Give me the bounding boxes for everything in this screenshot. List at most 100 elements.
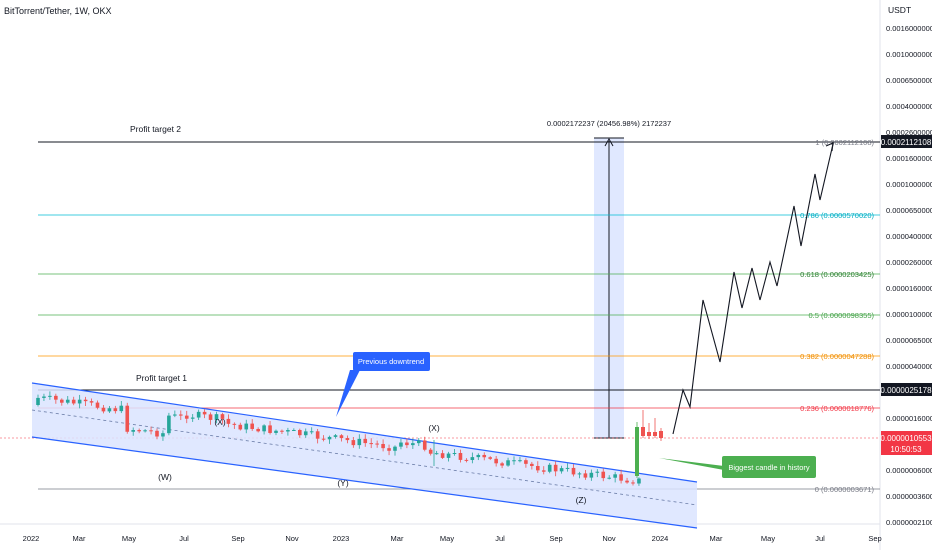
candle-body <box>280 430 284 432</box>
candle-body <box>577 473 582 475</box>
x-tick-label: Nov <box>285 534 299 543</box>
candle-body <box>613 474 617 478</box>
candle-body <box>659 431 663 438</box>
candle-body <box>583 473 588 478</box>
fib-label-0236: 0.236 (0.0000018776) <box>800 404 874 413</box>
candle-body <box>238 424 243 430</box>
projection-path <box>672 143 834 435</box>
candle-body <box>179 414 183 416</box>
candle-body <box>303 431 308 436</box>
y-tick-label: 0.0001600000 <box>886 154 932 163</box>
candle-body <box>48 395 52 397</box>
candle-body <box>155 430 159 437</box>
candle-body <box>190 417 195 419</box>
x-tick-label: Jul <box>179 534 189 543</box>
measure-arrowhead <box>604 137 614 147</box>
y-tick-label: 0.0000160000 <box>886 284 932 293</box>
target2-price-text: 0.0002112108 <box>881 138 932 147</box>
candle-body <box>452 452 457 454</box>
y-tick-label: 0.0016000000 <box>886 24 932 33</box>
wave-label-z: (Z) <box>576 495 587 505</box>
fib-label-0: 0 (0.0000003671) <box>815 485 875 494</box>
candle-body <box>464 459 469 461</box>
target1-price-badge <box>881 383 932 396</box>
candle-body <box>60 399 64 403</box>
candle-body <box>315 431 320 439</box>
candle-body <box>641 427 645 436</box>
previous-downtrend-callout <box>353 352 430 371</box>
profit-target-2-label: Profit target 2 <box>130 124 181 134</box>
target2-price-badge <box>881 135 932 148</box>
y-tick-label: 0.0010000000 <box>886 50 932 59</box>
y-tick-label: 0.0000003600 <box>886 492 932 501</box>
candle-body <box>309 431 314 433</box>
candle-body <box>553 464 558 472</box>
candle-body <box>256 428 260 432</box>
x-tick-label: Sep <box>231 534 244 543</box>
candle-body <box>149 430 153 432</box>
x-tick-label: Jul <box>815 534 825 543</box>
x-tick-label: Mar <box>73 534 86 543</box>
fib-label-05: 0.5 (0.0000098355) <box>809 311 875 320</box>
candle-body <box>83 399 88 402</box>
candle-body <box>571 467 576 475</box>
candle-body <box>440 453 445 458</box>
candle-body <box>54 395 58 400</box>
candlestick-series <box>36 391 663 486</box>
candle-body <box>375 443 379 445</box>
candle-body <box>298 429 302 436</box>
candle-body <box>250 423 254 429</box>
candle-body <box>363 438 368 444</box>
y-tick-label: 0.0000006000 <box>886 466 932 475</box>
candle-body <box>244 423 249 430</box>
candle-body <box>119 405 124 412</box>
candle-body <box>512 460 516 462</box>
candle-body <box>446 453 451 458</box>
x-tick-label: Mar <box>710 534 723 543</box>
candle-body <box>137 430 141 432</box>
candle-body <box>458 452 463 460</box>
candle-body <box>494 458 498 464</box>
candle-body <box>589 472 594 478</box>
candle-body <box>208 414 213 420</box>
x-tick-label: Mar <box>391 534 404 543</box>
wave-label-w: (W) <box>158 472 172 482</box>
channel-upper-line <box>31 382 698 483</box>
candle-body <box>369 443 373 445</box>
candle-body <box>541 470 546 472</box>
y-tick-label: 0.0000040000 <box>886 362 932 371</box>
candle-body <box>107 408 112 412</box>
biggest-candle-text: Biggest candle in history <box>728 463 810 472</box>
candle-body <box>173 414 177 416</box>
candle-body <box>565 467 570 469</box>
candle-body <box>161 433 165 437</box>
x-tick-label: 2024 <box>652 534 669 543</box>
wave-label-x2: (X) <box>428 423 440 433</box>
x-tick-label: 2023 <box>333 534 350 543</box>
candle-body <box>381 443 385 449</box>
candle-body <box>321 438 326 440</box>
wave-label-x1: (X) <box>214 417 226 427</box>
candle-body <box>619 474 623 481</box>
candle-body <box>226 418 231 424</box>
y-tick-label: 0.0000650000 <box>886 206 932 215</box>
candle-body <box>357 438 362 446</box>
candle-body <box>143 430 147 432</box>
biggest-candle <box>635 427 639 476</box>
y-tick-label: 0.0000002100 <box>886 518 932 527</box>
candle-body <box>422 440 427 450</box>
candle-body <box>286 430 290 432</box>
x-tick-label: Sep <box>868 534 881 543</box>
candle-body <box>268 425 272 433</box>
x-tick-label: May <box>122 534 136 543</box>
candle-body <box>167 415 171 434</box>
candle-body <box>476 454 481 458</box>
candle-body <box>647 432 651 436</box>
candle-body <box>184 415 189 419</box>
x-tick-label: 2022 <box>23 534 40 543</box>
x-tick-label: May <box>440 534 454 543</box>
candle-body <box>482 454 487 458</box>
candle-body <box>113 408 118 412</box>
candle-body <box>339 435 344 439</box>
